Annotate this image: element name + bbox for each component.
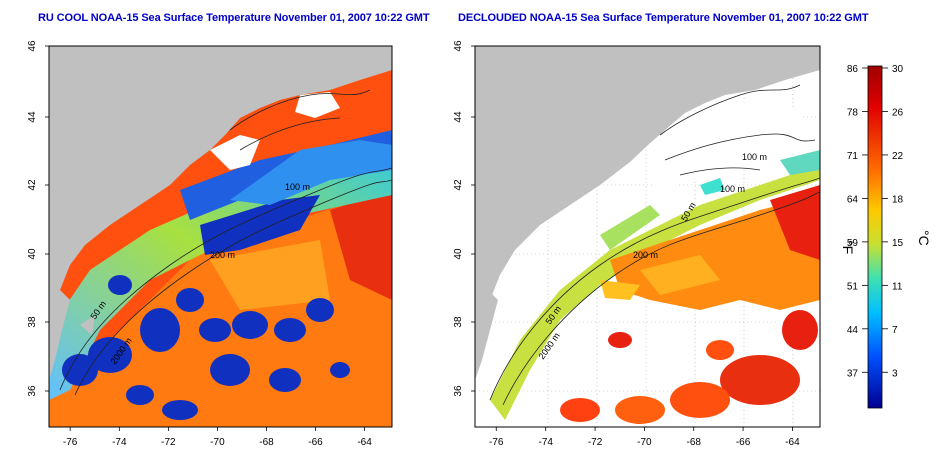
right-lat-tick-label: 36 [453, 385, 464, 397]
colorbar-f-tick-label: 64 [847, 194, 859, 205]
contour-label-100m-a: 100 m [742, 152, 767, 162]
map-axes: 46 44 42 40 38 36 -76 -74 -72 -70 -68 -66 -64 46 44 42 4… [27, 40, 800, 448]
colorbar-unit-c: °C [916, 230, 932, 246]
contour-label-100m: 100 m [285, 182, 310, 192]
left-map-frame [48, 45, 393, 428]
left-cloud-blobs [62, 275, 350, 420]
left-lat-tick-label: 44 [27, 111, 38, 123]
contour-label-200m: 200 m [633, 250, 658, 260]
colorbar-f-tick-label: 37 [847, 368, 859, 379]
panel-left-title: RU COOL NOAA-15 Sea Surface Temperature … [38, 12, 430, 24]
colorbar-f-tick-label: 51 [847, 281, 859, 292]
left-lat-tick-label: 38 [27, 316, 38, 328]
colorbar-unit-f: °F [840, 240, 856, 254]
left-lon-tick-label: -68 [259, 437, 274, 448]
colorbar: 86 30 78 26 71 22 64 18 59 15 51 11 44 7 37 3 °F °C [840, 64, 932, 409]
colorbar-gradient [867, 65, 883, 409]
right-lat-tick-label: 44 [453, 111, 464, 123]
left-lat-tick-label: 36 [27, 385, 38, 397]
colorbar-f-tick-label: 44 [847, 325, 859, 336]
colorbar-f-tick-label: 78 [847, 107, 859, 118]
colorbar-c-tick-label: 18 [892, 194, 904, 205]
colorbar-c-tick-label: 7 [892, 325, 898, 336]
colorbar-f-tick-label: 71 [847, 151, 859, 162]
colorbar-f-tick-label: 86 [847, 64, 859, 75]
right-lat-tick-label: 42 [453, 179, 464, 191]
colorbar-c-tick-label: 30 [892, 64, 904, 75]
left-lon-tick-label: -74 [112, 437, 127, 448]
right-lon-tick-label: -72 [588, 437, 603, 448]
left-lon-tick-label: -76 [63, 437, 78, 448]
colorbar-ticks: 86 30 78 26 71 22 64 18 59 15 51 11 44 7 37 3 [847, 64, 904, 379]
right-map-frame [474, 45, 821, 428]
right-lon-tick-label: -76 [489, 437, 504, 448]
left-lon-tick-label: -70 [210, 437, 225, 448]
right-lat-tick-label: 46 [453, 40, 464, 52]
contour-label-100m-b: 100 m [720, 184, 745, 194]
right-contours [489, 84, 820, 406]
colorbar-c-tick-label: 3 [892, 368, 898, 379]
left-lon-tick-label: -72 [161, 437, 176, 448]
right-lon-tick-label: -66 [736, 437, 751, 448]
colorbar-f-tick-label: 59 [847, 238, 859, 249]
right-lon-tick-label: -74 [538, 437, 553, 448]
colorbar-c-tick-label: 22 [892, 151, 904, 162]
left-contours [59, 89, 392, 396]
right-lat-tick-label: 38 [453, 316, 464, 328]
colorbar-c-tick-label: 15 [892, 238, 904, 249]
colorbar-c-tick-label: 26 [892, 107, 904, 118]
left-lat-tick-label: 42 [27, 179, 38, 191]
panel-right-title: DECLOUDED NOAA-15 Sea Surface Temperatur… [458, 12, 869, 24]
left-map: 100 m 50 m 2000 m 200 m [49, 46, 392, 427]
colorbar-c-tick-label: 11 [892, 281, 903, 292]
right-lon-tick-label: -64 [785, 437, 800, 448]
right-lon-tick-label: -68 [687, 437, 702, 448]
contour-label-200m: 200 m [210, 250, 235, 260]
left-lon-tick-label: -64 [357, 437, 372, 448]
left-land [49, 46, 392, 330]
right-lat-tick-label: 40 [453, 248, 464, 260]
right-land [475, 46, 820, 330]
left-lat-tick-label: 46 [27, 40, 38, 52]
left-lat-tick-label: 40 [27, 248, 38, 260]
right-warm-patches [560, 185, 820, 424]
right-map: 100 m 100 m 50 m 200 m 2000 m 50 m [475, 46, 820, 427]
right-lon-tick-label: -70 [637, 437, 652, 448]
left-lon-tick-label: -66 [308, 437, 323, 448]
